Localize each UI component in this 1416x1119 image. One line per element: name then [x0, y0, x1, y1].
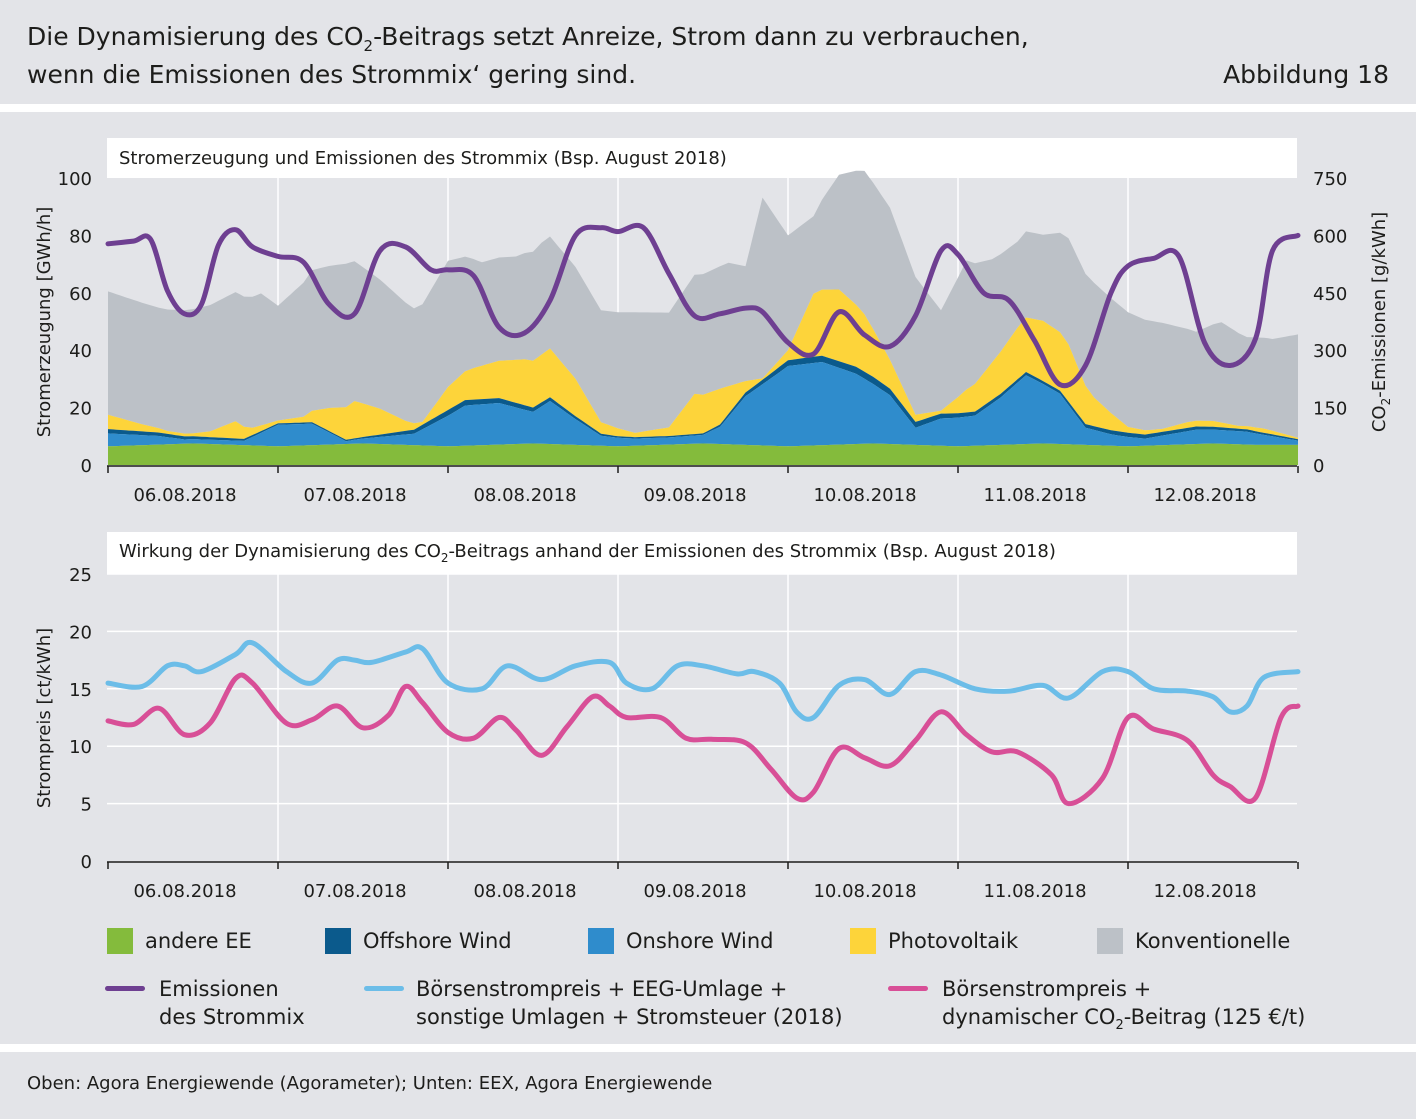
x-tick-label: 10.08.2018 [813, 485, 916, 506]
area-konv [108, 170, 1298, 438]
chart2-y-axis-label: Strompreis [ct/kWh] [34, 628, 55, 808]
y-tick-label: 20 [69, 399, 92, 420]
legend-swatch-offshore [325, 928, 351, 954]
chart1-y2-axis-label: CO2-Emissionen [g/kWh] [1369, 212, 1393, 432]
legend-label-price-dyn-2: dynamischer CO2-Beitrag (125 €/t) [942, 1004, 1305, 1039]
legend-label-emissions-2: des Strommix [159, 1005, 305, 1029]
area-pv [108, 289, 1298, 440]
charts-canvas: Stromerzeugung und Emissionen des Stromm… [34, 138, 1393, 902]
x-tick-label: 08.08.2018 [473, 485, 576, 506]
x-tick-label: 12.08.2018 [1153, 485, 1256, 506]
legend-label-offshore: Offshore Wind [363, 929, 512, 953]
y-tick-label: 100 [58, 169, 92, 190]
x-tick-label: 10.08.2018 [813, 881, 916, 902]
chart1-title: Stromerzeugung und Emissionen des Stromm… [119, 148, 727, 169]
separator-top [0, 104, 1416, 112]
legend: andere EE Offshore Wind Onshore Wind Pho… [0, 928, 1416, 1038]
x-tick-label: 06.08.2018 [133, 485, 236, 506]
y2-label-a: CO [1369, 405, 1390, 432]
chart2-plot-area [107, 574, 1297, 862]
legend-label-price-total-2: sonstige Umlagen + Stromsteuer (2018) [416, 1005, 843, 1029]
x-tick-label: 09.08.2018 [643, 881, 746, 902]
y-tick-label: 5 [81, 795, 92, 816]
legend-swatch-onshore [588, 928, 614, 954]
chart2-title-box [107, 532, 1297, 574]
legend-line-price-total [364, 986, 404, 991]
y-tick-label: 25 [69, 565, 92, 586]
title-text-b: -Beitrags setzt Anreize, Strom dann zu v… [373, 22, 1029, 51]
header: Die Dynamisierung des CO2-Beitrags setzt… [0, 0, 1416, 104]
y2-label-sub: 2 [1379, 398, 1393, 406]
x-tick-label: 12.08.2018 [1153, 881, 1256, 902]
chart1-title-box [107, 138, 1297, 178]
chart1-stacked-areas [108, 170, 1298, 465]
chart2-title-a: Wirkung der Dynamisierung des CO [119, 541, 441, 562]
x-tick-label: 07.08.2018 [303, 485, 406, 506]
legend-price-dyn-2sub: 2 [1115, 1018, 1124, 1033]
x-tick-label: 06.08.2018 [133, 881, 236, 902]
chart2-title-sub: 2 [441, 551, 449, 565]
y-tick-label: 0 [81, 456, 92, 477]
y2-tick-label: 300 [1313, 341, 1347, 362]
title-subscript: 2 [363, 37, 374, 55]
emissions-line [105, 222, 1301, 389]
chart1-y-axis-label: Stromerzeugung [GWh/h] [34, 207, 55, 438]
separator-bottom [0, 1044, 1416, 1052]
price-total-line [105, 639, 1301, 722]
legend-swatch-konv [1097, 928, 1123, 954]
chart2-axes: 0 5 10 15 20 25 06.08.2018 07.08.2018 08.08.2018… [69, 565, 1299, 902]
legend-label-emissions-1: Emissionen [159, 977, 279, 1001]
source-note: Oben: Agora Energiewende (Agorameter); U… [27, 1073, 713, 1094]
chart2-lines [105, 639, 1301, 807]
y-tick-label: 60 [69, 284, 92, 305]
y-tick-label: 10 [69, 737, 92, 758]
legend-line-emissions [105, 986, 145, 991]
legend-swatch-pv [850, 928, 876, 954]
x-tick-label: 11.08.2018 [983, 881, 1086, 902]
y-tick-label: 15 [69, 680, 92, 701]
title-text-a: Die Dynamisierung des CO [27, 22, 364, 51]
legend-price-dyn-2a: dynamischer CO [942, 1005, 1116, 1029]
legend-label-price-total-1: Börsenstrompreis + EEG-Umlage + [416, 977, 788, 1001]
y2-tick-label: 600 [1313, 226, 1347, 247]
figure-number-label: Abbildung 18 [1223, 60, 1389, 89]
y2-tick-label: 450 [1313, 284, 1347, 305]
y2-label-b: -Emissionen [g/kWh] [1369, 212, 1390, 398]
legend-line-price-dyn [888, 986, 928, 991]
legend-label-andere-ee: andere EE [145, 929, 252, 953]
y-tick-label: 80 [69, 226, 92, 247]
y2-tick-label: 0 [1313, 456, 1324, 477]
x-tick-label: 11.08.2018 [983, 485, 1086, 506]
figure-title-line-2: wenn die Emissionen des Strommix‘ gering… [27, 60, 637, 89]
legend-swatch-andere-ee [107, 928, 133, 954]
x-tick-label: 09.08.2018 [643, 485, 746, 506]
figure-title-line-1: Die Dynamisierung des CO2-Beitrags setzt… [27, 22, 1029, 61]
legend-label-konv: Konventionelle [1135, 929, 1291, 953]
x-tick-label: 07.08.2018 [303, 881, 406, 902]
y2-tick-label: 150 [1313, 399, 1347, 420]
price-dyn-line [105, 672, 1301, 807]
legend-label-pv: Photovoltaik [888, 929, 1019, 953]
legend-label-onshore: Onshore Wind [626, 929, 774, 953]
chart2-title-b: -Beitrags anhand der Emissionen des Stro… [449, 541, 1056, 562]
legend-label-price-dyn-1: Börsenstrompreis + [942, 977, 1152, 1001]
area-offshore [108, 355, 1298, 442]
chart1-emissions-line [105, 222, 1301, 389]
x-tick-label: 08.08.2018 [473, 881, 576, 902]
chart2-title: Wirkung der Dynamisierung des CO2-Beitra… [119, 541, 1056, 565]
chart1-axes: 0 20 40 60 80 100 0 150 300 450 600 750 06.08.2018 07… [58, 169, 1348, 506]
y-tick-label: 0 [81, 852, 92, 873]
y2-tick-label: 750 [1313, 169, 1347, 190]
y-tick-label: 20 [69, 622, 92, 643]
legend-price-dyn-2b: -Beitrag (125 €/t) [1123, 1005, 1306, 1029]
area-onshore [108, 362, 1298, 447]
area-andere_ee [108, 443, 1298, 465]
y-tick-label: 40 [69, 341, 92, 362]
